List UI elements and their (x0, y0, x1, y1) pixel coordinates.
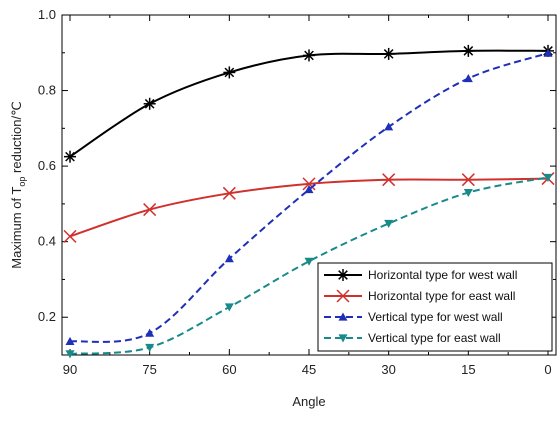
data-point (543, 173, 553, 182)
legend-marker (337, 269, 349, 281)
marker-shape (65, 336, 75, 345)
data-point (65, 350, 75, 359)
marker-stroke (143, 203, 157, 217)
y-tick-label: 0.2 (38, 309, 56, 324)
marker-stroke (224, 67, 235, 78)
x-axis-ticks: 90 75 60 45 30 15 0 (63, 15, 552, 377)
legend-marker (336, 289, 350, 303)
marker-shape (65, 350, 75, 359)
x-tick-label: 60 (222, 362, 236, 377)
marker-stroke (383, 49, 394, 59)
marker-shape (384, 219, 394, 229)
data-point (461, 173, 475, 187)
marker-stroke (304, 50, 314, 61)
marker-shape (224, 254, 234, 263)
marker-shape (304, 185, 314, 194)
data-point (463, 188, 473, 198)
marker-shape (543, 173, 553, 182)
legend-label: Horizontal type for west wall (368, 268, 517, 282)
marker-shape (338, 312, 348, 321)
legend: Horizontal type for west wall Horizontal … (317, 262, 553, 352)
marker-stroke (463, 46, 474, 56)
marker-shape (463, 188, 473, 198)
marker-stroke (222, 186, 236, 200)
legend-label: Vertical type for west wall (368, 310, 503, 324)
legend-label: Vertical type for east wall (368, 331, 501, 345)
y-axis-label-suffix: reduction/℃ (9, 101, 24, 176)
y-tick-label: 0.8 (38, 83, 56, 98)
y-axis-ticks: 0.2 0.4 0.6 0.8 1.0 (38, 7, 556, 324)
data-point (222, 186, 236, 200)
series-2 (63, 172, 555, 243)
y-tick-label: 1.0 (38, 7, 56, 22)
data-point (143, 203, 157, 217)
data-point (384, 219, 394, 229)
data-point (65, 336, 75, 345)
data-point (382, 47, 395, 60)
marker-shape (304, 257, 314, 266)
marker-shape (224, 303, 234, 312)
series-4 (65, 173, 553, 359)
marker-stroke (461, 173, 475, 187)
y-axis-label-subscript: op (17, 177, 27, 187)
y-tick-label: 0.4 (38, 234, 56, 249)
marker-shape (145, 343, 155, 352)
data-point (462, 44, 475, 57)
legend-label: Horizontal type for east wall (368, 289, 515, 303)
series-layer (63, 44, 555, 359)
data-point (463, 73, 473, 83)
marker-shape (145, 328, 155, 337)
legend-item: Vertical type for west wall (324, 310, 503, 324)
legend-item: Horizontal type for east wall (324, 289, 515, 303)
marker-stroke (144, 98, 155, 109)
marker-stroke (63, 229, 77, 243)
marker-stroke (382, 173, 396, 187)
data-point (302, 177, 316, 191)
marker-stroke (336, 289, 350, 303)
data-point (143, 97, 156, 110)
data-point (384, 122, 394, 131)
x-tick-label: 30 (381, 362, 395, 377)
y-axis-label: Maximum of Top reduction/℃ (9, 101, 27, 268)
series-1 (64, 44, 554, 163)
data-point (303, 49, 315, 62)
data-point (382, 173, 396, 187)
legend-marker (338, 312, 348, 321)
x-tick-label: 45 (302, 362, 316, 377)
legend-box (317, 262, 553, 352)
series-3 (65, 48, 553, 345)
data-point (64, 150, 76, 163)
marker-shape (384, 122, 394, 131)
x-tick-label: 75 (142, 362, 156, 377)
marker-shape (463, 73, 473, 83)
marker-shape (543, 48, 553, 57)
y-tick-label: 0.6 (38, 158, 56, 173)
data-point (543, 48, 553, 57)
legend-marker (338, 334, 348, 343)
data-point (224, 303, 234, 312)
data-point (224, 254, 234, 263)
marker-stroke (338, 270, 348, 280)
marker-stroke (302, 177, 316, 191)
data-point (304, 257, 314, 266)
data-point (63, 229, 77, 243)
marker-shape (338, 334, 348, 343)
marker-stroke (65, 151, 75, 162)
x-tick-label: 0 (544, 362, 551, 377)
data-point (304, 185, 314, 194)
data-point (145, 328, 155, 337)
x-axis-label: Angle (292, 394, 325, 409)
y-axis-label-prefix: Maximum of T (9, 187, 24, 269)
x-tick-label: 90 (63, 362, 77, 377)
data-point (145, 343, 155, 352)
x-tick-label: 15 (461, 362, 475, 377)
legend-item: Vertical type for east wall (324, 331, 501, 345)
data-point (223, 66, 236, 79)
legend-item: Horizontal type for west wall (324, 268, 517, 282)
